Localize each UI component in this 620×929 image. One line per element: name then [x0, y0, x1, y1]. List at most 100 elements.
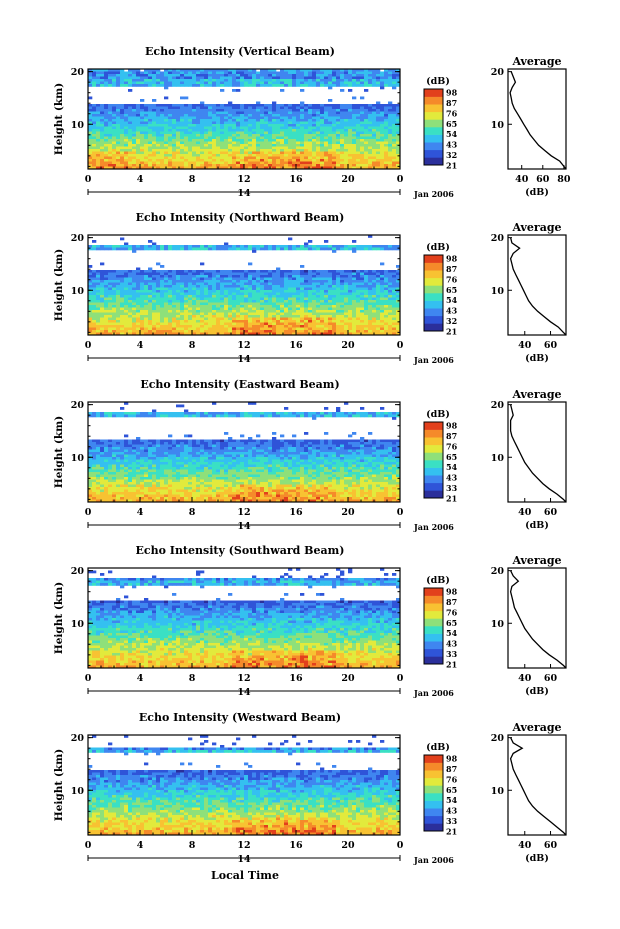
heatmap-cell — [396, 302, 400, 306]
heatmap-cell — [192, 154, 197, 157]
heatmap-cell — [244, 76, 249, 80]
heatmap-cell — [300, 69, 305, 72]
heatmap-cell — [228, 325, 233, 328]
heatmap-cell — [356, 297, 361, 301]
heatmap-cell — [108, 144, 113, 147]
heatmap-cell — [392, 315, 397, 318]
heatmap-cell — [312, 109, 317, 112]
heatmap-cell — [100, 126, 105, 130]
heatmap-cell — [324, 111, 329, 115]
heatmap-cell — [212, 295, 217, 298]
heatmap-cell — [184, 106, 189, 110]
colorbar-swatch — [424, 111, 443, 120]
heatmap-cell — [152, 144, 157, 147]
heatmap-cell — [312, 166, 317, 169]
heatmap-cell — [284, 280, 289, 283]
heatmap-cell — [320, 330, 325, 333]
colorbar-swatch — [424, 119, 443, 128]
heatmap-cell — [156, 79, 161, 82]
heatmap-cell — [104, 272, 109, 276]
heatmap-cell — [320, 305, 325, 308]
heatmap-cell — [328, 290, 333, 293]
heatmap-cell — [180, 96, 185, 100]
heatmap-cell — [392, 111, 397, 115]
heatmap-cell — [124, 166, 129, 169]
heatmap-cell — [160, 154, 165, 157]
heatmap-cell — [204, 119, 209, 122]
heatmap-cell — [292, 297, 297, 301]
heatmap-cell — [100, 332, 105, 335]
heatmap-cell — [204, 302, 209, 306]
heatmap-cell — [124, 310, 129, 313]
heatmap-cell — [196, 307, 201, 311]
heatmap-cell — [136, 245, 141, 248]
heatmap-cell — [272, 295, 277, 298]
heatmap-cell — [284, 307, 289, 311]
heatmap-cell — [256, 161, 261, 165]
heatmap-cell — [124, 307, 129, 311]
heatmap-cell — [192, 131, 197, 135]
heatmap-cell — [140, 302, 145, 306]
heatmap-cell — [280, 149, 285, 152]
heatmap-cell — [340, 292, 345, 296]
heatmap-cell — [120, 247, 125, 251]
heatmap-cell — [216, 134, 221, 137]
heatmap-cell — [268, 76, 273, 80]
heatmap-cell — [204, 159, 209, 162]
heatmap-cell — [104, 285, 109, 288]
heatmap-cell — [160, 315, 165, 318]
heatmap-cell — [328, 129, 333, 132]
heatmap-cell — [316, 116, 321, 120]
heatmap-cell — [216, 161, 221, 165]
heatmap-cell — [208, 330, 213, 333]
heatmap-cell — [252, 305, 257, 308]
heatmap-cell — [312, 292, 317, 296]
heatmap-cell — [244, 161, 249, 165]
heatmap-cell — [168, 154, 173, 157]
heatmap-cell — [356, 159, 361, 162]
heatmap-cell — [332, 330, 337, 333]
heatmap-cell — [336, 74, 341, 77]
heatmap-cell — [328, 245, 333, 248]
heatmap-cell — [324, 280, 329, 283]
heatmap-cell — [384, 327, 389, 331]
heatmap-cell — [256, 305, 261, 308]
heatmap-cell — [388, 124, 393, 127]
heatmap-cell — [116, 129, 121, 132]
heatmap-cell — [192, 141, 197, 145]
heatmap-cell — [244, 146, 249, 150]
heatmap-cell — [376, 322, 381, 326]
heatmap-cell — [260, 272, 265, 276]
heatmap-cell — [364, 307, 369, 311]
heatmap-cell — [104, 247, 109, 251]
heatmap-cell — [92, 124, 97, 127]
heatmap-cell — [148, 292, 153, 296]
heatmap-cell — [344, 146, 349, 150]
heatmap-cell — [168, 164, 173, 167]
heatmap-cell — [376, 114, 381, 117]
heatmap-cell — [144, 272, 149, 276]
heatmap-cell — [192, 114, 197, 117]
heatmap-cell — [348, 129, 353, 132]
heatmap-cell — [236, 312, 241, 316]
heatmap-cell — [320, 114, 325, 117]
heatmap-cell — [384, 124, 389, 127]
heatmap-cell — [296, 104, 301, 107]
heatmap-cell — [380, 282, 385, 286]
heatmap-cell — [348, 159, 353, 162]
heatmap-cell — [360, 307, 365, 311]
heatmap-cell — [392, 312, 397, 316]
heatmap-cell — [304, 275, 309, 278]
heatmap-cell — [332, 141, 337, 145]
heatmap-cell — [216, 297, 221, 301]
heatmap-cell — [248, 272, 253, 276]
heatmap-cell — [372, 280, 377, 283]
heatmap-cell — [184, 297, 189, 301]
heatmap-cell — [204, 146, 209, 150]
heatmap-cell — [380, 164, 385, 167]
heatmap-cell — [120, 121, 125, 125]
heatmap-cell — [212, 315, 217, 318]
heatmap-cell — [312, 104, 317, 107]
heatmap-cell — [136, 327, 141, 331]
heatmap-cell — [144, 287, 149, 291]
